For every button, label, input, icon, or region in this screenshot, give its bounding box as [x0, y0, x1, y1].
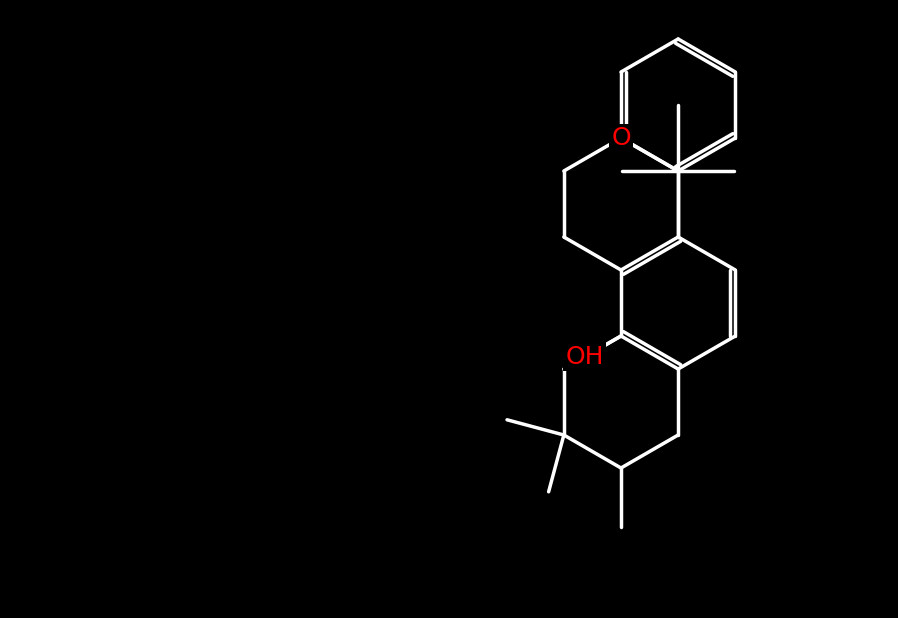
Text: O: O: [612, 126, 630, 150]
Text: OH: OH: [566, 345, 603, 369]
